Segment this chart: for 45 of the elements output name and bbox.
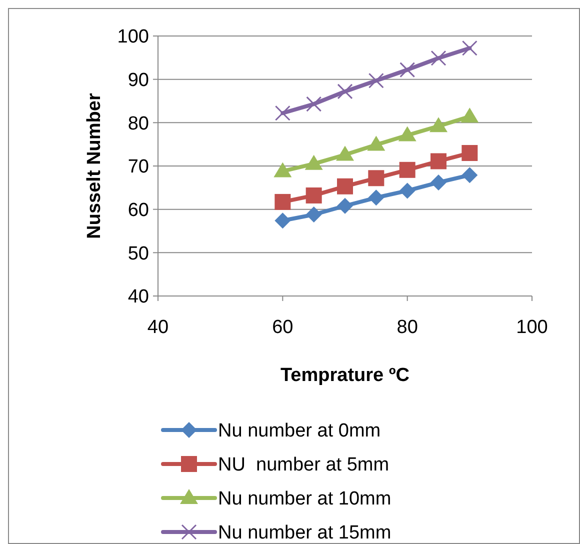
point [274,212,291,229]
y-tick-label: 80 [128,113,149,134]
point [398,126,416,142]
point [462,167,478,184]
point [430,174,446,190]
y-tick-label: 70 [128,156,149,178]
point [430,117,448,132]
point [306,187,322,204]
y-tick-label: 50 [128,243,149,264]
x-axis-title: Temprature ºC [280,365,410,386]
point [306,96,322,112]
point [337,84,353,100]
point [306,206,322,223]
point [274,194,291,210]
y-tick-label: 40 [128,286,149,308]
legend-label: Nu number at 15mm [218,522,392,544]
y-tick-label: 100 [117,26,149,48]
legend-label: Nu number at 0mm [218,420,381,442]
point [337,178,353,194]
point [274,162,292,178]
point [460,108,479,123]
legend-label: NU number at 5mm [218,454,390,476]
point [274,105,290,121]
x-tick-label: 40 [147,317,169,338]
point [399,182,416,199]
point [462,40,478,56]
y-axis-title: Nusselt Number [84,92,105,239]
x-tick-label: 100 [516,317,548,338]
point [368,170,384,186]
point [368,190,384,206]
point [367,136,386,151]
point [399,162,416,178]
y-tick-label: 90 [128,70,149,91]
x-tick-label: 80 [396,317,418,338]
point [462,145,478,161]
legend-label: Nu number at 10mm [218,488,392,510]
x-tick-label: 60 [272,317,294,338]
point [430,153,446,170]
point [336,146,354,161]
point [368,72,384,88]
point [304,154,323,170]
point [430,50,446,66]
point [337,198,353,214]
y-tick-label: 60 [128,200,149,221]
point [400,62,416,78]
